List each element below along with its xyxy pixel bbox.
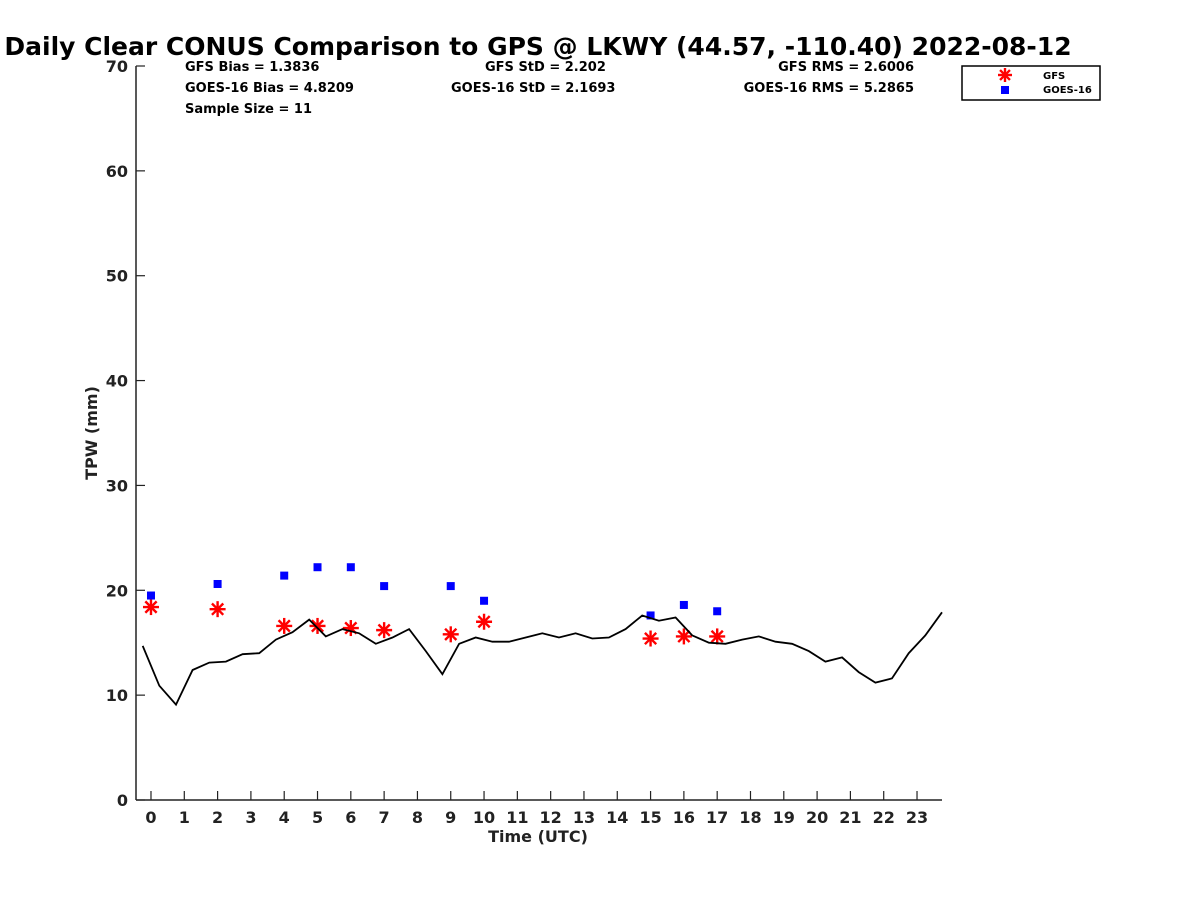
gfs-bias-label: GFS Bias = 1.3836 <box>185 60 319 75</box>
y-tick-label: 0 <box>117 791 128 810</box>
gfs-point <box>476 613 493 630</box>
y-tick-label: 20 <box>106 581 128 600</box>
gfs-point <box>376 622 393 639</box>
x-tick-label: 8 <box>412 808 423 827</box>
x-tick-label: 18 <box>739 808 761 827</box>
y-tick-label: 60 <box>106 162 128 181</box>
goes16-point <box>713 607 722 616</box>
x-tick-label: 15 <box>639 808 661 827</box>
x-tick-label: 9 <box>445 808 456 827</box>
legend-goes-label: GOES-16 <box>1043 85 1092 96</box>
x-tick-label: 19 <box>773 808 795 827</box>
goes16-point <box>380 582 389 591</box>
y-tick-label: 40 <box>106 372 128 391</box>
legend-goes-marker <box>1001 86 1009 94</box>
x-tick-label: 10 <box>473 808 495 827</box>
goes16-point <box>213 579 222 588</box>
gfs-point <box>442 626 459 643</box>
x-tick-label: 20 <box>806 808 828 827</box>
gfs-point <box>709 628 726 645</box>
x-tick-label: 4 <box>279 808 290 827</box>
y-tick-label: 30 <box>106 476 128 495</box>
x-tick-label: 6 <box>345 808 356 827</box>
x-tick-label: 12 <box>540 808 562 827</box>
x-tick-label: 11 <box>506 808 528 827</box>
gfs-point <box>276 617 293 634</box>
legend-gfs-label: GFS <box>1043 71 1065 82</box>
x-axis-label: Time (UTC) <box>488 827 588 846</box>
goes-bias-label: GOES-16 Bias = 4.8209 <box>185 81 354 96</box>
gfs-point <box>342 620 359 637</box>
chart-title: Daily Clear CONUS Comparison to GPS @ LK… <box>4 32 1071 61</box>
sample-size-label: Sample Size = 11 <box>185 102 312 117</box>
x-tick-label: 13 <box>573 808 595 827</box>
gfs-point <box>309 617 326 634</box>
y-tick-label: 70 <box>106 57 128 76</box>
legend-box <box>961 65 1101 101</box>
x-tick-label: 2 <box>212 808 223 827</box>
goes16-point <box>679 600 688 609</box>
gfs-point <box>142 599 159 616</box>
gfs-point <box>675 628 692 645</box>
y-tick-label: 10 <box>106 686 128 705</box>
x-tick-label: 16 <box>673 808 695 827</box>
x-tick-label: 14 <box>606 808 628 827</box>
x-tick-label: 21 <box>839 808 861 827</box>
goes-std-label: GOES-16 StD = 2.1693 <box>451 81 615 96</box>
x-tick-label: 17 <box>706 808 728 827</box>
goes16-point <box>346 563 355 572</box>
goes16-point <box>480 596 489 605</box>
x-tick-label: 5 <box>312 808 323 827</box>
y-tick-label: 50 <box>106 267 128 286</box>
goes-rms-label: GOES-16 RMS = 5.2865 <box>744 81 914 96</box>
plot-area <box>141 563 943 707</box>
x-tick-label: 23 <box>906 808 928 827</box>
goes16-point <box>446 582 455 591</box>
gps-tpw-line <box>141 611 943 707</box>
x-tick-label: 22 <box>873 808 895 827</box>
y-axis-label: TPW (mm) <box>82 386 101 480</box>
goes16-point <box>313 563 322 572</box>
legend-goes-symbol <box>1001 86 1009 94</box>
gfs-rms-label: GFS RMS = 2.6006 <box>778 60 914 75</box>
goes16-point <box>146 591 155 600</box>
x-tick-label: 3 <box>245 808 256 827</box>
legend-gfs-marker <box>998 68 1012 82</box>
gfs-point <box>642 630 659 647</box>
x-tick-label: 7 <box>379 808 390 827</box>
gfs-point <box>209 601 226 618</box>
gfs-std-label: GFS StD = 2.202 <box>485 60 606 75</box>
x-tick-label: 1 <box>179 808 190 827</box>
goes16-point <box>646 611 655 620</box>
legend: GFS GOES-16 <box>961 65 1101 101</box>
legend-gfs-symbol <box>998 68 1012 82</box>
goes16-point <box>280 571 289 580</box>
x-tick-label: 0 <box>145 808 156 827</box>
